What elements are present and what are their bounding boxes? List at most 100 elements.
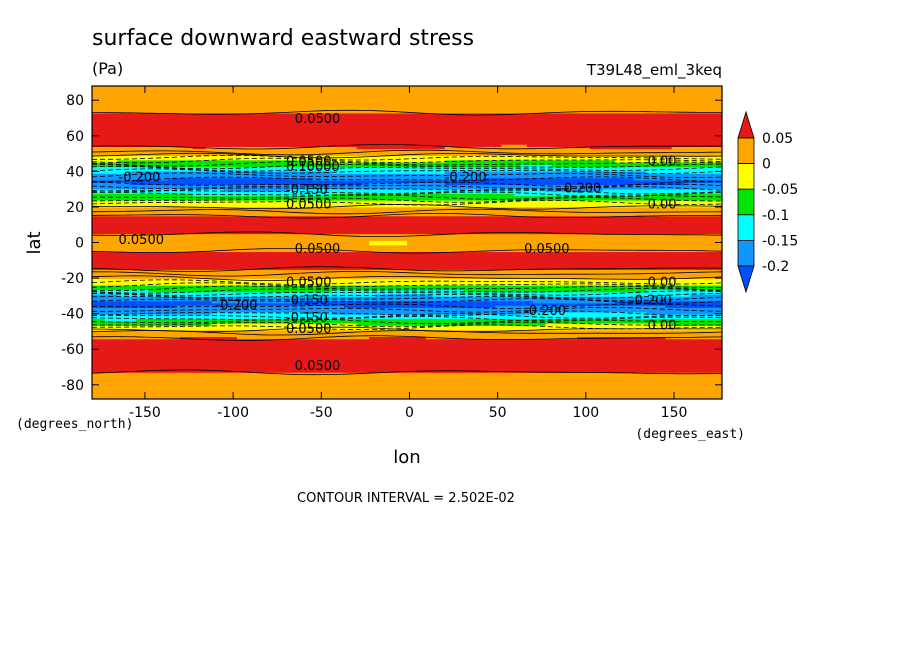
filled-contour-bands (92, 86, 722, 399)
contour-band (92, 280, 722, 284)
contour-band (92, 226, 722, 230)
contour-band (92, 103, 722, 107)
y-axis-units: (degrees_north) (16, 417, 133, 432)
contour-band (92, 193, 194, 197)
contour-band (92, 392, 722, 396)
x-tick-label: -150 (129, 405, 161, 421)
contour-band (369, 240, 408, 244)
contour-line (92, 109, 722, 116)
contour-band (92, 249, 722, 253)
contour-line (92, 306, 722, 313)
contour-label: 0.0500 (286, 322, 332, 337)
contour-line (92, 186, 722, 192)
contour-band (92, 367, 722, 371)
contour-band (602, 188, 722, 192)
contour-band (211, 300, 295, 304)
contour-band (92, 90, 722, 94)
contour-band (92, 291, 722, 295)
contour-band (92, 238, 722, 241)
contour-band (92, 318, 106, 322)
contour-label: 0.0500 (286, 197, 332, 212)
contour-band (92, 300, 213, 304)
contour-band (646, 311, 722, 315)
contour-band (92, 132, 722, 136)
contour-band (92, 329, 722, 333)
contour-band (129, 170, 332, 174)
contour-line (92, 231, 722, 237)
contour-band (92, 202, 722, 206)
contour-band (92, 229, 722, 232)
contour-band (92, 394, 722, 398)
contour-band (92, 298, 722, 302)
contour-band (533, 300, 616, 304)
contour-band (92, 150, 722, 154)
contour-band (92, 331, 722, 335)
contour-band (92, 255, 722, 259)
contour-band (92, 195, 722, 199)
contour-label: -0.200 (216, 299, 258, 314)
contour-band (92, 144, 503, 147)
contour-band (136, 318, 722, 322)
contour-line (92, 168, 722, 174)
contour-line (92, 293, 722, 299)
contour-label: 0.10000 (286, 160, 340, 175)
contour-band (92, 374, 722, 378)
contour-label: 0.0500 (295, 359, 341, 374)
contour-line (92, 191, 722, 198)
x-tick-label: 0 (405, 405, 414, 421)
contour-band (589, 146, 673, 150)
contour-line (92, 183, 722, 190)
contour-band (495, 305, 666, 308)
contour-line (92, 208, 722, 215)
contour-band (312, 177, 484, 181)
contour-band (92, 387, 722, 391)
contour-band (167, 177, 314, 181)
contour-band (92, 385, 722, 389)
contour-band (92, 258, 722, 261)
contour-line (92, 163, 722, 170)
contour-band (92, 179, 722, 183)
contour-band (92, 217, 722, 221)
contour-band (92, 213, 722, 217)
contour-label: 0.0500 (286, 155, 332, 170)
contour-band (407, 240, 722, 244)
contour-band (614, 300, 722, 304)
contour-band (92, 117, 722, 121)
contour-band (92, 231, 722, 235)
contour-band (671, 322, 722, 326)
contour-band (92, 354, 722, 358)
colorbar-label: -0.2 (762, 259, 789, 275)
contour-band (117, 159, 314, 163)
contour-label: 0.0500 (295, 112, 341, 127)
contour-band (92, 175, 722, 179)
contour-line (92, 172, 722, 178)
contour-band (92, 128, 722, 132)
contour-band (117, 293, 377, 297)
contour-label: -0.150 (286, 311, 328, 326)
contour-band (92, 307, 722, 311)
contour-line (92, 248, 722, 254)
contour-band (92, 309, 722, 313)
colorbar-label: 0.05 (762, 131, 793, 147)
contour-band (312, 159, 446, 163)
contour-band (407, 242, 722, 246)
y-tick-label: -20 (61, 271, 84, 287)
contour-band (92, 347, 722, 351)
colorbar: 0.05 0 -0.05 -0.1 -0.15 -0.2 (737, 110, 798, 294)
contour-label: 0.00 (648, 318, 677, 333)
colorbar-swatch (737, 137, 755, 165)
contour-label: 0.00 (648, 155, 677, 170)
contour-band (432, 293, 692, 297)
colorbar-swatch (737, 239, 755, 267)
contour-band (444, 182, 685, 185)
contour-line (92, 166, 722, 172)
y-tick-label: 80 (66, 93, 84, 109)
contour-band (92, 396, 722, 399)
x-tick-label: 150 (661, 405, 688, 421)
contour-band (92, 390, 722, 393)
contour-band (92, 139, 722, 143)
contour-band (92, 119, 722, 123)
y-tick-label: -60 (61, 342, 84, 358)
contour-band (444, 170, 647, 174)
contour-line (92, 176, 722, 182)
